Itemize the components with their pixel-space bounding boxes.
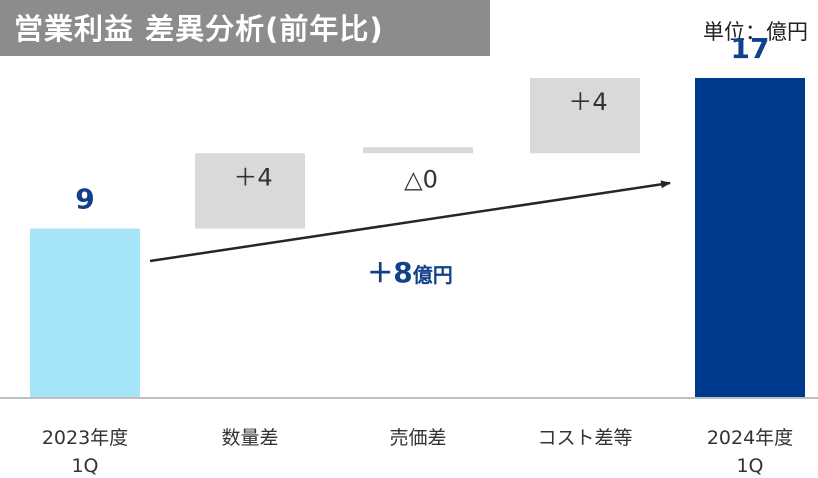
chart-title: 営業利益 差異分析(前年比) bbox=[14, 12, 384, 46]
value-label-0: 9 bbox=[75, 183, 94, 216]
annotation-unit: 億円 bbox=[413, 263, 453, 287]
bar-3 bbox=[530, 78, 640, 154]
value-label-3: ＋4 bbox=[568, 88, 607, 116]
category-sublabel-0: 1Q bbox=[71, 455, 98, 477]
value-label-1: ＋4 bbox=[233, 163, 272, 191]
bar-1 bbox=[195, 153, 305, 229]
labels-layer: 9 2023年度 1Q ＋4 数量差 △0 売価差 ＋4 コスト差等 17 2024年度 1Q bbox=[42, 32, 793, 477]
annotation-sign: ＋ bbox=[367, 259, 393, 289]
bar-4 bbox=[695, 78, 805, 398]
bar-2 bbox=[363, 147, 473, 154]
bars-layer bbox=[30, 78, 805, 398]
category-label-3: コスト差等 bbox=[537, 427, 632, 449]
bar-0 bbox=[30, 228, 140, 398]
unit-label: 単位：億円 bbox=[703, 20, 808, 44]
category-label-1: 数量差 bbox=[221, 427, 278, 449]
trend-arrow bbox=[149, 180, 671, 263]
category-sublabel-4: 1Q bbox=[736, 455, 763, 477]
value-label-2: △0 bbox=[404, 165, 438, 193]
title-banner: 営業利益 差異分析(前年比) bbox=[0, 0, 490, 56]
change-annotation: ＋8億円 bbox=[367, 256, 453, 289]
value-label-4: 17 bbox=[731, 32, 770, 65]
category-label-4: 2024年度 bbox=[707, 427, 793, 449]
category-label-0: 2023年度 bbox=[42, 427, 128, 449]
category-label-2: 売価差 bbox=[389, 427, 446, 449]
annotation-number: 8 bbox=[393, 256, 412, 289]
